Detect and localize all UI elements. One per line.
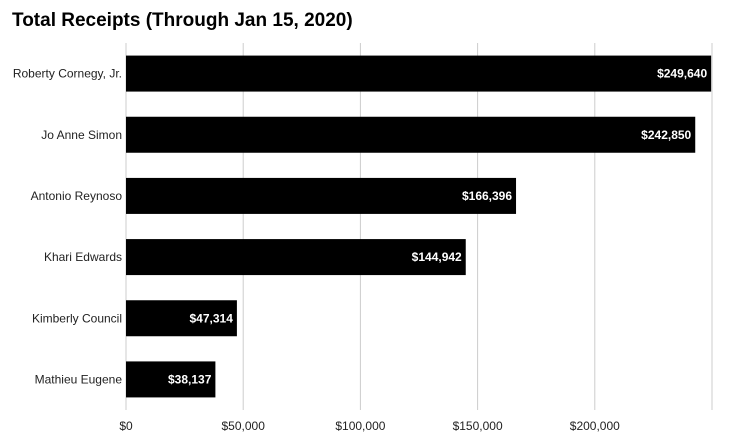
x-tick-label: $0 [119, 419, 133, 433]
bar [126, 55, 712, 92]
bar [126, 177, 517, 214]
x-tick-label: $200,000 [570, 419, 620, 433]
gridlines [125, 43, 713, 410]
x-axis: $0 $50,000 $100,000 $150,000 $200,000 [119, 419, 620, 433]
bar [126, 116, 696, 153]
bar-value-label: $166,396 [462, 189, 512, 203]
category-labels: Roberty Cornegy, Jr. Jo Anne Simon Antonio… [13, 67, 122, 387]
bar-value-label: $144,942 [412, 250, 462, 264]
x-tick-label: $150,000 [453, 419, 503, 433]
chart-title: Total Receipts (Through Jan 15, 2020) [12, 10, 353, 31]
bars: $249,640 $242,850 $166,396 $144,942 $47,314 $… [126, 55, 712, 398]
bar-value-label: $242,850 [641, 128, 691, 142]
bar-value-label: $47,314 [190, 311, 234, 325]
bar-value-label: $249,640 [657, 67, 707, 81]
x-tick-label: $100,000 [335, 419, 385, 433]
x-tick-label: $50,000 [222, 419, 266, 433]
bar [126, 361, 216, 398]
bar [126, 300, 237, 337]
category-label: Jo Anne Simon [41, 128, 122, 142]
category-label: Kimberly Council [32, 311, 122, 325]
category-label: Khari Edwards [44, 250, 122, 264]
bar [126, 239, 466, 276]
category-label: Antonio Reynoso [31, 189, 123, 203]
category-label: Roberty Cornegy, Jr. [13, 67, 122, 81]
bar-value-label: $38,137 [168, 372, 212, 386]
category-label: Mathieu Eugene [35, 372, 123, 386]
